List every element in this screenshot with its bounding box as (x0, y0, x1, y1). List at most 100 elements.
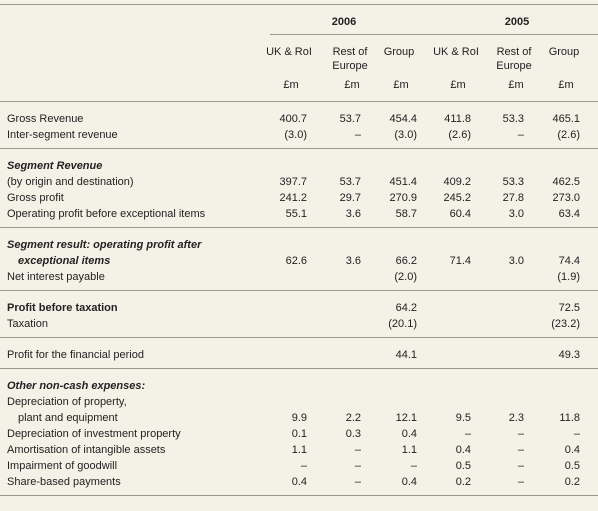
cell-value: 273.0 (552, 192, 580, 204)
cell-value: 245.2 (443, 192, 471, 204)
cell-value: 2.2 (345, 412, 361, 424)
cell-value: 3.6 (345, 255, 361, 267)
column-unit: £m (283, 79, 299, 91)
row-label: Segment Revenue (7, 160, 103, 172)
cell-value: 0.2 (455, 476, 471, 488)
rule (270, 34, 598, 35)
cell-value: 0.1 (291, 428, 307, 440)
cell-value: 9.9 (291, 412, 307, 424)
row-label: Depreciation of property, (7, 396, 127, 408)
cell-value: 58.7 (395, 208, 417, 220)
row-label: Impairment of goodwill (7, 460, 118, 472)
column-unit: £m (508, 79, 524, 91)
row-label: Gross Revenue (7, 113, 84, 125)
rule (0, 148, 598, 149)
row-label: Profit for the financial period (7, 349, 144, 361)
row-label: Other non-cash expenses: (7, 380, 146, 392)
cell-value: 465.1 (552, 113, 580, 125)
cell-value: 1.1 (291, 444, 307, 456)
row-label: Inter-segment revenue (7, 129, 118, 141)
cell-value: 49.3 (558, 349, 580, 361)
cell-value: 72.5 (558, 302, 580, 314)
cell-value: 60.4 (449, 208, 471, 220)
rule (0, 337, 598, 338)
cell-value: – (410, 460, 417, 472)
cell-value: 71.4 (449, 255, 471, 267)
cell-value: 55.1 (285, 208, 307, 220)
column-heading: Rest of Europe (496, 46, 532, 72)
column-heading: Rest of Europe (332, 46, 368, 72)
row-label: (by origin and destination) (7, 176, 134, 188)
cell-value: 0.4 (455, 444, 471, 456)
cell-value: – (517, 129, 524, 141)
cell-value: – (354, 444, 361, 456)
cell-value: 2.3 (508, 412, 524, 424)
cell-value: – (354, 476, 361, 488)
row-label: Amortisation of intangible assets (7, 444, 166, 456)
cell-value: 11.8 (559, 412, 580, 424)
cell-value: 454.4 (389, 113, 417, 125)
cell-value: (1.9) (557, 271, 580, 283)
cell-value: 27.8 (502, 192, 524, 204)
column-heading: Group (383, 46, 415, 58)
row-label: Taxation (7, 318, 48, 330)
cell-value: 12.1 (395, 412, 417, 424)
cell-value: 53.3 (502, 176, 524, 188)
year-heading: 2005 (504, 16, 530, 28)
rule (0, 495, 598, 496)
row-label: exceptional items (18, 255, 111, 267)
cell-value: – (517, 476, 524, 488)
column-unit: £m (558, 79, 574, 91)
cell-value: 44.1 (395, 349, 417, 361)
cell-value: – (517, 460, 524, 472)
cell-value: 63.4 (558, 208, 580, 220)
cell-value: 0.2 (564, 476, 580, 488)
cell-value: (3.0) (284, 129, 307, 141)
row-label: Depreciation of investment property (7, 428, 181, 440)
row-label: Share-based payments (7, 476, 121, 488)
rule (0, 290, 598, 291)
cell-value: – (354, 460, 361, 472)
cell-value: 3.6 (345, 208, 361, 220)
cell-value: – (517, 444, 524, 456)
cell-value: – (573, 428, 580, 440)
cell-value: 462.5 (552, 176, 580, 188)
cell-value: (3.0) (394, 129, 417, 141)
cell-value: 400.7 (279, 113, 307, 125)
cell-value: 9.5 (455, 412, 471, 424)
row-label: Profit before taxation (7, 302, 118, 314)
cell-value: 64.2 (395, 302, 417, 314)
cell-value: 3.0 (508, 208, 524, 220)
column-unit: £m (450, 79, 466, 91)
rule (0, 4, 598, 5)
row-label: Net interest payable (7, 271, 105, 283)
cell-value: 0.3 (345, 428, 361, 440)
cell-value: (23.2) (551, 318, 580, 330)
cell-value: 0.4 (564, 444, 580, 456)
cell-value: 3.0 (508, 255, 524, 267)
cell-value: – (300, 460, 307, 472)
cell-value: 411.8 (444, 113, 471, 125)
cell-value: 0.4 (291, 476, 307, 488)
cell-value: – (464, 428, 471, 440)
cell-value: (2.0) (394, 271, 417, 283)
cell-value: 397.7 (279, 176, 307, 188)
rule (0, 101, 598, 102)
column-unit: £m (393, 79, 409, 91)
cell-value: 451.4 (389, 176, 417, 188)
column-heading: Group (548, 46, 580, 58)
cell-value: 241.2 (279, 192, 307, 204)
column-heading: UK & RoI (266, 46, 312, 58)
cell-value: 53.7 (339, 176, 361, 188)
rule (0, 227, 598, 228)
rule (0, 368, 598, 369)
cell-value: (2.6) (557, 129, 580, 141)
cell-value: 1.1 (401, 444, 417, 456)
row-label: Operating profit before exceptional item… (7, 208, 206, 220)
cell-value: – (354, 129, 361, 141)
cell-value: 29.7 (339, 192, 361, 204)
cell-value: 0.5 (455, 460, 471, 472)
cell-value: 409.2 (443, 176, 471, 188)
cell-value: (2.6) (448, 129, 471, 141)
row-label: Gross profit (7, 192, 64, 204)
